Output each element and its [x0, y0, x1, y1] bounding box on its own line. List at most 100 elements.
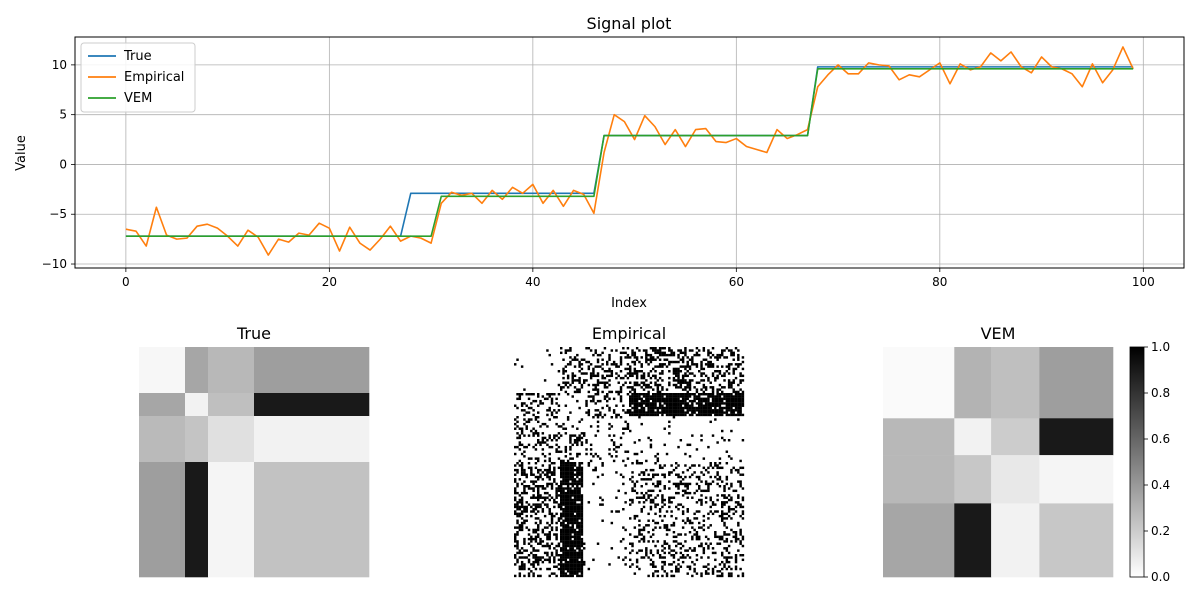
heatmap-cell: [672, 351, 676, 355]
heatmap-cell: [707, 349, 710, 352]
heatmap-cell: [734, 489, 738, 493]
heatmap-cell: [525, 519, 528, 522]
heatmap-cell: [730, 402, 733, 405]
heatmap-cell: [516, 540, 519, 543]
heatmap-cell: [576, 526, 579, 529]
heatmap-cell: [700, 409, 703, 412]
heatmap-cell: [610, 372, 614, 375]
heatmap-cell: [654, 411, 657, 414]
heatmap-cell: [698, 464, 701, 467]
heatmap-cell: [714, 399, 717, 403]
heatmap-cell: [658, 390, 662, 394]
heatmap-cell: [670, 501, 673, 504]
heatmap-cell: [569, 496, 572, 499]
heatmap-cell: [599, 399, 602, 403]
heatmap-cell: [642, 535, 646, 539]
heatmap-cell: [516, 445, 519, 449]
heatmap-cell: [681, 526, 685, 529]
heatmap-cell: [557, 517, 561, 520]
heatmap-cell: [516, 514, 519, 518]
heatmap-cell: [573, 503, 577, 506]
heatmap-cell: [725, 406, 729, 410]
heatmap-cell: [723, 372, 726, 375]
heatmap-cell: [548, 468, 551, 472]
heatmap-cell: [640, 404, 643, 407]
heatmap-cell: [640, 381, 643, 384]
heatmap-cell: [656, 521, 660, 525]
heatmap-cell: [596, 429, 600, 433]
heatmap-cell: [640, 402, 643, 405]
heatmap-cell: [562, 466, 565, 470]
heatmap-cell: [580, 540, 584, 543]
heatmap-cell: [721, 413, 724, 417]
heatmap-cell: [688, 349, 692, 352]
heatmap-cell: [543, 379, 547, 382]
heatmap-block: [139, 347, 186, 394]
heatmap-cell: [518, 526, 522, 529]
heatmap-cell: [629, 395, 632, 398]
heatmap-cell: [704, 572, 708, 575]
heatmap-cell: [700, 404, 703, 407]
heatmap-cell: [652, 468, 655, 472]
heatmap-cell: [734, 468, 738, 472]
heatmap-cell: [739, 381, 742, 384]
heatmap-cell: [658, 372, 662, 375]
heatmap-cell: [576, 512, 579, 516]
heatmap-cell: [684, 521, 687, 525]
heatmap-cell: [681, 393, 685, 396]
heatmap-cell: [691, 356, 694, 359]
heatmap-cell: [589, 425, 593, 428]
heatmap-cell: [652, 475, 655, 479]
heatmap-cell: [635, 558, 639, 562]
heatmap-cell: [741, 473, 745, 476]
heatmap-cell: [716, 510, 719, 513]
heatmap-cell: [711, 547, 715, 550]
heatmap-cell: [580, 466, 584, 470]
heatmap-cell: [707, 351, 710, 355]
heatmap-cell: [737, 521, 740, 525]
heatmap-cell: [707, 544, 710, 548]
heatmap-cell: [672, 521, 676, 525]
heatmap-cell: [652, 482, 655, 486]
heatmap-cell: [730, 517, 733, 520]
heatmap-cell: [679, 358, 683, 361]
heatmap-cell: [566, 393, 570, 396]
heatmap-cell: [704, 542, 708, 545]
heatmap-cell: [665, 413, 669, 417]
heatmap-cell: [635, 413, 639, 417]
heatmap-cell: [624, 450, 627, 453]
heatmap-cell: [700, 503, 703, 506]
heatmap-cell: [707, 517, 710, 520]
heatmap-cell: [656, 393, 660, 396]
heatmap-cell: [723, 503, 726, 506]
heatmap-cell: [691, 409, 694, 412]
heatmap-cell: [576, 517, 579, 520]
heatmap-cell: [537, 487, 540, 490]
heatmap-cell: [718, 574, 722, 578]
heatmap-cell: [594, 468, 597, 472]
heatmap-cell: [698, 535, 701, 539]
heatmap-cell: [654, 395, 657, 398]
heatmap-cell: [546, 468, 549, 472]
heatmap-cell: [718, 537, 722, 541]
heatmap-cell: [647, 397, 650, 401]
heatmap-cell: [727, 383, 731, 387]
heatmap-cell: [619, 386, 623, 389]
heatmap-cell: [599, 365, 602, 368]
heatmap-cell: [592, 383, 595, 387]
heatmap-cell: [649, 370, 653, 373]
heatmap-cell: [543, 487, 547, 490]
heatmap-cell: [578, 554, 581, 557]
heatmap-cell: [672, 540, 676, 543]
heatmap-cell: [684, 379, 687, 382]
heatmap-cell: [656, 482, 660, 486]
heatmap-cell: [631, 489, 634, 493]
heatmap-cell: [608, 422, 611, 426]
heatmap-cell: [702, 404, 706, 407]
heatmap-cell: [571, 519, 574, 522]
heatmap-cell: [555, 494, 558, 497]
heatmap-cell: [548, 353, 551, 357]
heatmap-cell: [520, 563, 524, 566]
heatmap-cell: [631, 471, 634, 474]
heatmap-cell: [727, 406, 731, 410]
